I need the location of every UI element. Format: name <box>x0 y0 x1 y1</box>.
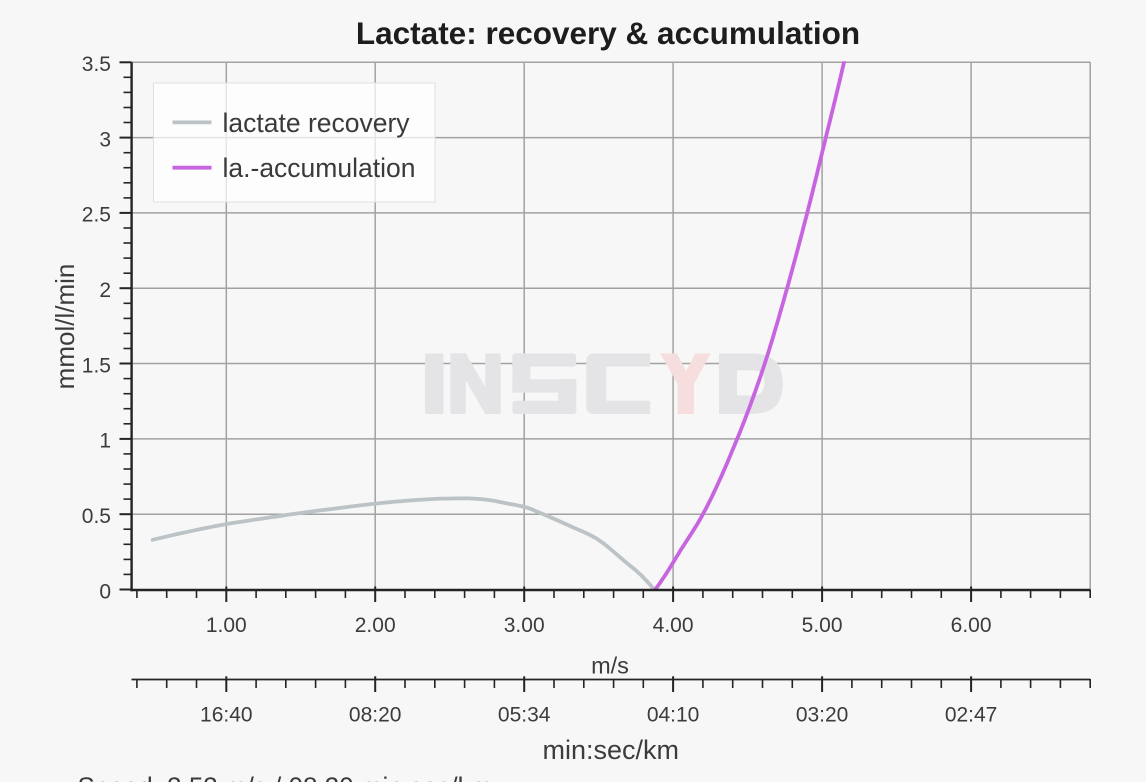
svg-text:08:20: 08:20 <box>349 704 402 727</box>
svg-text:Lactate: recovery & accumulati: Lactate: recovery & accumulation <box>356 15 860 51</box>
svg-text:3.00: 3.00 <box>504 614 545 637</box>
svg-text:lactate recovery: lactate recovery <box>223 108 411 138</box>
svg-text:02:47: 02:47 <box>945 704 998 727</box>
svg-text:16:40: 16:40 <box>200 704 253 727</box>
svg-text:5.00: 5.00 <box>802 614 843 637</box>
svg-text:04:10: 04:10 <box>647 704 700 727</box>
svg-text:mmol/l/min: mmol/l/min <box>50 264 80 390</box>
svg-text:2: 2 <box>99 279 111 302</box>
svg-text:1: 1 <box>99 430 111 453</box>
svg-text:2.00: 2.00 <box>355 614 396 637</box>
svg-text:03:20: 03:20 <box>796 704 849 727</box>
svg-text:6.00: 6.00 <box>951 614 992 637</box>
svg-text:3.5: 3.5 <box>82 53 111 76</box>
svg-text:05:34: 05:34 <box>498 704 551 727</box>
svg-text:Speed: 3.53 m/s / 08:20 min:se: Speed: 3.53 m/s / 08:20 min:sec/km <box>78 772 493 782</box>
svg-text:2.5: 2.5 <box>82 204 111 227</box>
svg-text:min:sec/km: min:sec/km <box>543 735 680 765</box>
svg-text:4.00: 4.00 <box>653 614 694 637</box>
svg-text:m/s: m/s <box>591 653 629 679</box>
svg-text:1.00: 1.00 <box>206 614 247 637</box>
svg-text:0: 0 <box>99 580 111 603</box>
svg-text:la.-accumulation: la.-accumulation <box>223 153 416 183</box>
svg-text:3: 3 <box>99 128 111 151</box>
svg-text:1.5: 1.5 <box>82 354 111 377</box>
svg-text:0.5: 0.5 <box>82 505 111 528</box>
